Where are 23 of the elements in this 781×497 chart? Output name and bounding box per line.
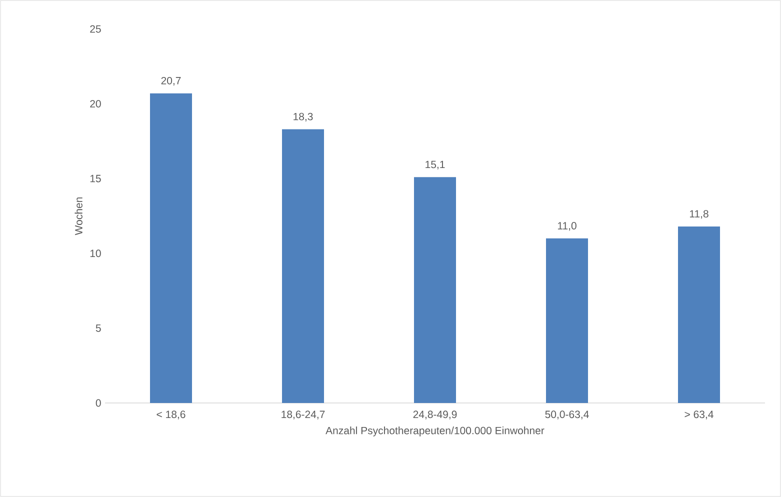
y-tick-label: 20 xyxy=(90,100,101,108)
x-tick-label: 24,8-49,9 xyxy=(413,410,457,420)
bar xyxy=(150,93,192,403)
data-label: 11,8 xyxy=(690,210,708,219)
x-tick-label: < 18,6 xyxy=(156,410,186,420)
bar xyxy=(414,177,456,403)
data-label: 11,0 xyxy=(558,222,576,231)
x-tick-label: > 63,4 xyxy=(684,410,714,420)
x-tick-label: 50,0-63,4 xyxy=(545,410,589,420)
data-label: 15,1 xyxy=(426,160,445,170)
x-tick-label: 18,6-24,7 xyxy=(282,410,325,420)
bar xyxy=(678,226,720,403)
y-tick-label: 5 xyxy=(96,324,101,332)
bar xyxy=(282,129,324,403)
y-tick-label: 25 xyxy=(90,25,101,33)
bar xyxy=(546,238,588,403)
y-tick-label: 15 xyxy=(90,174,101,182)
y-axis-title: Wochen xyxy=(74,198,82,236)
y-tick-label: 10 xyxy=(90,250,101,258)
data-label: 20,7 xyxy=(161,76,181,86)
y-tick-label: 0 xyxy=(96,399,101,407)
x-axis-title: Anzahl Psychotherapeuten/100.000 Einwohner xyxy=(326,426,544,436)
data-label: 18,3 xyxy=(294,112,313,122)
